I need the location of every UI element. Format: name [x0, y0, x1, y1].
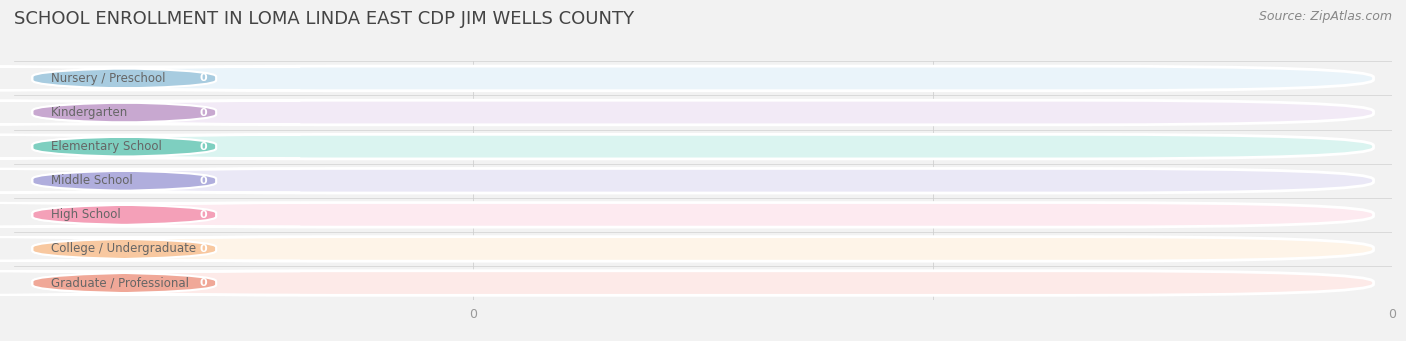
Text: 0: 0 [200, 73, 207, 84]
Text: High School: High School [51, 208, 121, 221]
Text: 0: 0 [200, 210, 207, 220]
Text: Kindergarten: Kindergarten [51, 106, 128, 119]
FancyBboxPatch shape [0, 101, 301, 124]
Text: Source: ZipAtlas.com: Source: ZipAtlas.com [1258, 10, 1392, 23]
FancyBboxPatch shape [32, 66, 1374, 91]
FancyBboxPatch shape [0, 169, 301, 193]
FancyBboxPatch shape [32, 203, 1374, 227]
FancyBboxPatch shape [32, 271, 1374, 295]
FancyBboxPatch shape [0, 203, 301, 227]
Text: Middle School: Middle School [51, 174, 132, 187]
FancyBboxPatch shape [0, 135, 301, 159]
FancyBboxPatch shape [0, 66, 301, 90]
Text: College / Undergraduate: College / Undergraduate [51, 242, 195, 255]
FancyBboxPatch shape [32, 100, 1374, 125]
Text: SCHOOL ENROLLMENT IN LOMA LINDA EAST CDP JIM WELLS COUNTY: SCHOOL ENROLLMENT IN LOMA LINDA EAST CDP… [14, 10, 634, 28]
Text: 0: 0 [200, 107, 207, 118]
Text: Elementary School: Elementary School [51, 140, 162, 153]
Text: Graduate / Professional: Graduate / Professional [51, 277, 188, 290]
Text: Nursery / Preschool: Nursery / Preschool [51, 72, 166, 85]
FancyBboxPatch shape [32, 134, 1374, 159]
FancyBboxPatch shape [32, 168, 1374, 193]
Text: 0: 0 [200, 142, 207, 152]
Text: 0: 0 [200, 244, 207, 254]
Text: 0: 0 [200, 176, 207, 186]
Text: 0: 0 [200, 278, 207, 288]
FancyBboxPatch shape [0, 271, 301, 295]
FancyBboxPatch shape [32, 237, 1374, 261]
FancyBboxPatch shape [0, 237, 301, 261]
